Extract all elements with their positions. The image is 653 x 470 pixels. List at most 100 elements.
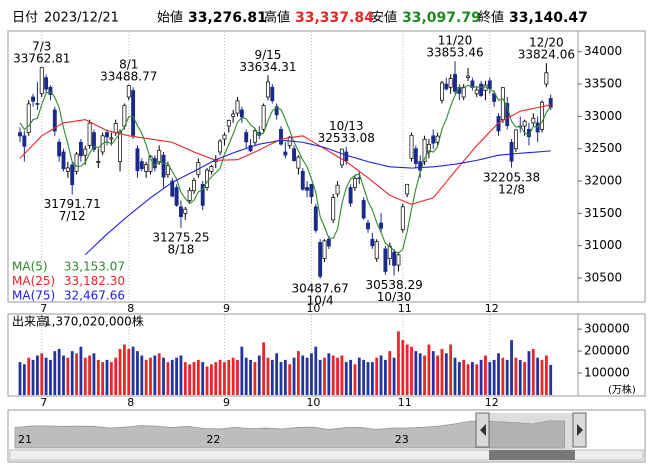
- legend-value: 32,467.66: [64, 289, 125, 303]
- volume-bar: [410, 346, 413, 395]
- candle-body: [157, 150, 162, 163]
- annotation-value: 33488.77: [100, 69, 157, 83]
- candle-body: [200, 183, 205, 206]
- volume-bar: [349, 359, 352, 395]
- candle-body: [274, 106, 279, 116]
- scrollbar-thumb[interactable]: [489, 450, 575, 460]
- candle-body: [313, 206, 318, 231]
- navigator-controls: [9, 412, 644, 461]
- volume-bar: [462, 359, 466, 395]
- volume-bar: [279, 362, 283, 395]
- candle-body: [318, 242, 323, 277]
- volume-bar: [109, 362, 113, 395]
- volume-bar: [40, 353, 44, 395]
- volume-bar: [105, 359, 109, 395]
- volume-bar: [366, 362, 370, 395]
- volume-bar: [401, 340, 405, 395]
- volume-bar: [144, 359, 148, 395]
- candle-body: [26, 103, 31, 133]
- volume-bar: [227, 359, 231, 395]
- volume-bar: [314, 346, 318, 395]
- high-label: 高値: [264, 10, 290, 26]
- volume-bar: [257, 355, 261, 395]
- candle-body: [479, 83, 484, 96]
- volume-bar: [475, 364, 479, 395]
- volume-bar: [253, 362, 257, 395]
- volume-bar: [66, 357, 70, 395]
- y-tick-label: 34000: [584, 44, 622, 58]
- candle-body: [83, 148, 88, 156]
- x-tick-label: 11: [398, 302, 412, 315]
- volume-bar: [479, 359, 483, 395]
- y-tick-label: 32000: [584, 174, 622, 188]
- y-tick-label: 300000: [584, 322, 630, 336]
- open-value: 33,276.81: [188, 10, 267, 26]
- volume-bar: [288, 364, 292, 395]
- candle-body: [148, 156, 153, 172]
- candle-body: [183, 208, 188, 214]
- candle-body: [353, 178, 357, 188]
- legend-name: MA(5): [12, 260, 48, 274]
- candle-body: [540, 101, 544, 130]
- candle-body: [405, 183, 410, 195]
- candle-body: [305, 187, 310, 191]
- navigator-label: 21: [18, 433, 32, 446]
- volume-bar: [292, 357, 296, 395]
- candle-body: [448, 78, 453, 88]
- candle-body: [139, 161, 144, 169]
- volume-bar: [379, 355, 383, 395]
- scrollbar-track: [9, 449, 644, 461]
- y-tick-label: 31500: [584, 206, 622, 220]
- y-tick-label: 31000: [584, 238, 622, 252]
- volume-bar: [70, 351, 74, 395]
- candle-body: [422, 138, 427, 163]
- candle-body: [126, 85, 131, 98]
- legend-name: MA(25): [12, 274, 55, 288]
- volume-bar: [340, 355, 344, 395]
- volume-bar: [223, 362, 226, 395]
- candle-body: [344, 151, 349, 162]
- y-tick-label: 30500: [584, 271, 622, 285]
- right-handle-arrow: [577, 424, 583, 436]
- volume-bar: [375, 357, 379, 395]
- volume-bar: [205, 366, 209, 395]
- candle-body: [466, 75, 471, 78]
- volume-bar: [157, 353, 161, 395]
- candle-body: [444, 83, 449, 90]
- navigator-selection: [489, 413, 573, 449]
- annotation-value: 32533.08: [318, 131, 375, 145]
- header: 日付 2023/12/21 始値 33,276.81 高値 33,337.84 …: [12, 10, 588, 27]
- volume-unit: (万株): [608, 383, 636, 396]
- candle-body: [426, 143, 431, 153]
- volume-bar: [449, 344, 453, 395]
- volume-bar: [297, 351, 300, 395]
- annotation-value: 31275.25: [152, 230, 209, 244]
- navigator-label: 22: [206, 433, 220, 446]
- candle-body: [35, 103, 40, 105]
- volume-bar: [331, 355, 335, 395]
- candle-body: [522, 120, 527, 127]
- candle-body: [44, 77, 49, 90]
- volume-bar: [96, 359, 100, 395]
- volume-bar: [183, 362, 187, 395]
- volume-bar: [127, 348, 131, 395]
- volume-bar: [418, 353, 422, 395]
- candle-body: [70, 164, 75, 186]
- annotation-date: 10/13: [329, 119, 364, 133]
- navigator-label: 23: [395, 433, 409, 446]
- volume-bar: [362, 359, 366, 395]
- volume-bar: [431, 351, 435, 395]
- volume-bar: [188, 364, 192, 395]
- volume-bar: [392, 357, 396, 395]
- volume-bar: [244, 357, 248, 395]
- candle-body: [161, 154, 166, 178]
- candle-body: [187, 190, 192, 201]
- volume-bar: [440, 348, 444, 395]
- candle-body: [531, 117, 536, 124]
- close-value: 33,140.47: [509, 10, 588, 26]
- volume-bar: [497, 353, 500, 395]
- volume-bar: [501, 357, 505, 395]
- candle-body: [440, 82, 444, 101]
- annotation-date: 11/20: [438, 34, 473, 48]
- volume-bar: [531, 348, 535, 395]
